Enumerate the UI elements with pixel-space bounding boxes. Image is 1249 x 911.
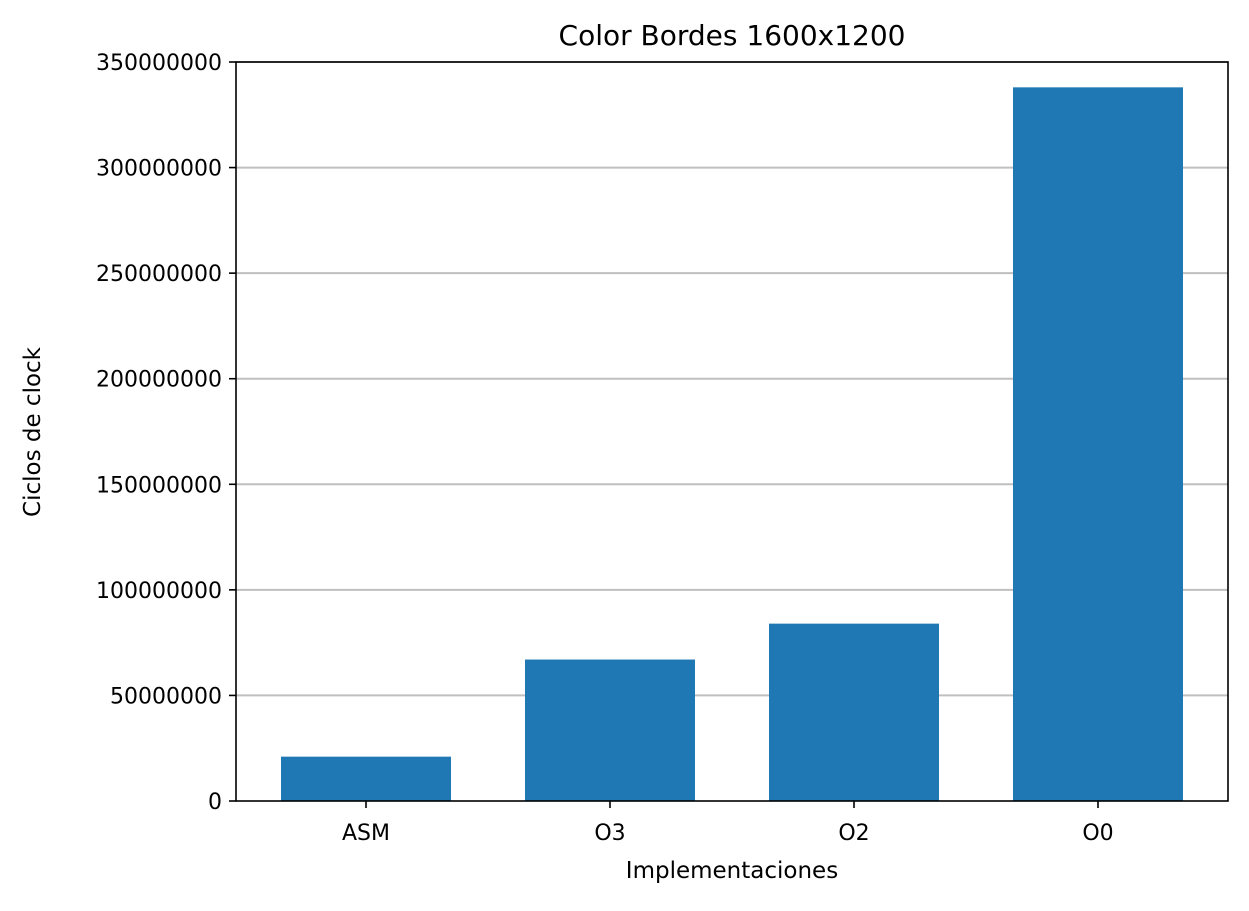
- x-tick-label: O3: [594, 821, 625, 846]
- x-tick-label: O0: [1082, 821, 1113, 846]
- y-tick-label: 150000000: [96, 473, 222, 498]
- y-axis-ticks: 0 50000000 100000000 150000000 200000000 2500…: [96, 51, 236, 815]
- chart-title: Color Bordes 1600x1200: [559, 19, 906, 52]
- y-tick-label: 250000000: [96, 262, 222, 287]
- bar-o2: [769, 623, 939, 801]
- y-tick-label: 200000000: [96, 368, 222, 393]
- y-axis-label: Ciclos de clock: [20, 346, 46, 517]
- x-tick-label: O2: [838, 821, 869, 846]
- bars: [281, 87, 1183, 801]
- y-tick-label: 50000000: [110, 684, 222, 709]
- y-tick-label: 300000000: [96, 157, 222, 182]
- bar-o0: [1013, 87, 1183, 801]
- y-tick-label: 0: [208, 790, 222, 815]
- plot-frame: [235, 61, 1229, 802]
- bar-asm: [281, 756, 451, 801]
- x-axis-label: Implementaciones: [626, 858, 838, 884]
- x-tick-label: ASM: [342, 821, 390, 846]
- x-axis-ticks: ASM O3 O2 O0: [342, 801, 1114, 846]
- y-tick-label: 350000000: [96, 51, 222, 76]
- bar-o3: [525, 659, 695, 801]
- y-tick-label: 100000000: [96, 579, 222, 604]
